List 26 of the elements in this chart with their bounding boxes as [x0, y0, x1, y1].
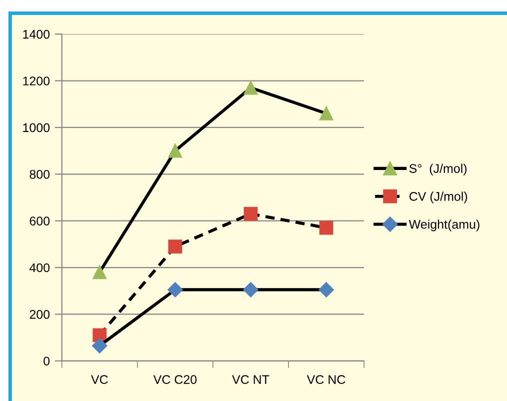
- point: [168, 240, 182, 254]
- legend-label: S° (J/mol): [409, 164, 467, 176]
- legend-label: Weight(amu): [408, 220, 480, 232]
- point: [92, 265, 107, 280]
- point: [168, 282, 183, 298]
- x-tick-label: VC: [91, 375, 108, 384]
- y-tick-label: 1400: [23, 30, 50, 39]
- point: [318, 282, 334, 298]
- point: [168, 144, 182, 158]
- x-tick-label: VC C20: [153, 375, 197, 384]
- y-tick-label: 1200: [23, 76, 50, 86]
- y-tick-label: 1000: [23, 123, 50, 132]
- x-tick-label: VC NT: [232, 375, 270, 384]
- point: [319, 220, 334, 235]
- point: [243, 282, 258, 298]
- point: [319, 106, 334, 120]
- point: [92, 338, 108, 354]
- y-tick-label: 400: [29, 263, 50, 272]
- point: [244, 80, 258, 95]
- y-tick-label: 800: [30, 170, 50, 179]
- y-tick-label: 200: [30, 310, 50, 319]
- x-tick-label: VC NC: [306, 375, 346, 384]
- legend-label: CV (J/mol): [409, 192, 468, 204]
- y-tick-label: 600: [30, 216, 50, 226]
- point: [244, 206, 258, 221]
- y-tick-label: 0: [44, 356, 50, 366]
